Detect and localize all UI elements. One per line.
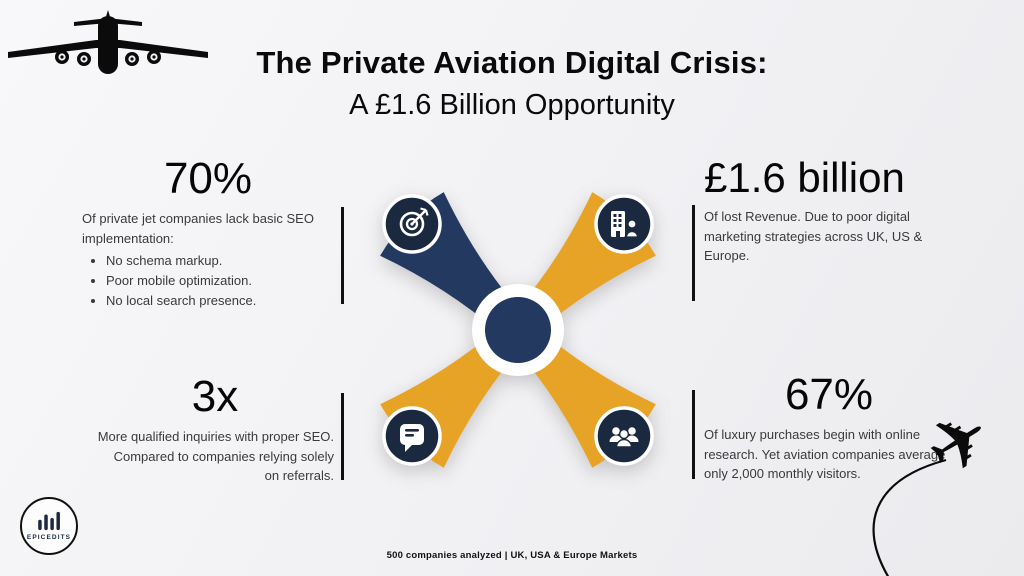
bullet-item: Poor mobile optimization.: [106, 271, 334, 291]
page-title: The Private Aviation Digital Crisis: A £…: [0, 44, 1024, 123]
seo-crisis-diagram: [380, 192, 656, 468]
chat-lines-icon: [382, 406, 442, 466]
stat-description: Of private jet companies lack basic SEO …: [82, 211, 314, 246]
stat-value: 70%: [163, 154, 253, 203]
center-dot: [485, 297, 551, 363]
stat-bottom-left: 3x More qualified inquiries with proper …: [96, 372, 334, 486]
building-user-icon: [594, 194, 654, 254]
airplane-front-icon: [8, 10, 208, 74]
bullet-list: No schema markup. Poor mobile optimizati…: [82, 251, 334, 311]
title-line-2: A £1.6 Billion Opportunity: [349, 88, 675, 121]
stat-bottom-right: 67% Of luxury purchases begin with onlin…: [704, 370, 954, 484]
divider-line: [341, 207, 344, 304]
stat-description: Of lost Revenue. Due to poor digital mar…: [704, 209, 923, 264]
bullet-item: No schema markup.: [106, 251, 334, 271]
engines: [55, 50, 161, 66]
footer-note: 500 companies analyzed | UK, USA & Europ…: [386, 550, 638, 561]
brand-logo: EPICEDITS: [20, 497, 78, 555]
flight-path-trail: [872, 458, 947, 576]
stat-description: Of luxury purchases begin with online re…: [704, 427, 946, 482]
stat-value: 67%: [784, 370, 874, 419]
wings: [8, 40, 208, 58]
title-line-1: The Private Aviation Digital Crisis:: [256, 45, 768, 80]
divider-line: [692, 205, 695, 301]
divider-line: [692, 390, 695, 479]
team-icon: [594, 406, 654, 466]
stat-description: More qualified inquiries with proper SEO…: [97, 429, 334, 484]
stat-top-left: 70% Of private jet companies lack basic …: [82, 154, 334, 312]
stat-top-right: £1.6 billion Of lost Revenue. Due to poo…: [704, 154, 946, 266]
stat-value: £1.6 billion: [704, 154, 905, 201]
brand-name: EPICEDITS: [26, 534, 72, 541]
stat-value: 3x: [191, 372, 239, 421]
divider-line: [341, 393, 344, 480]
bars-logo-icon: [37, 511, 60, 531]
target-icon: [382, 194, 442, 254]
bullet-item: No local search presence.: [106, 291, 334, 311]
